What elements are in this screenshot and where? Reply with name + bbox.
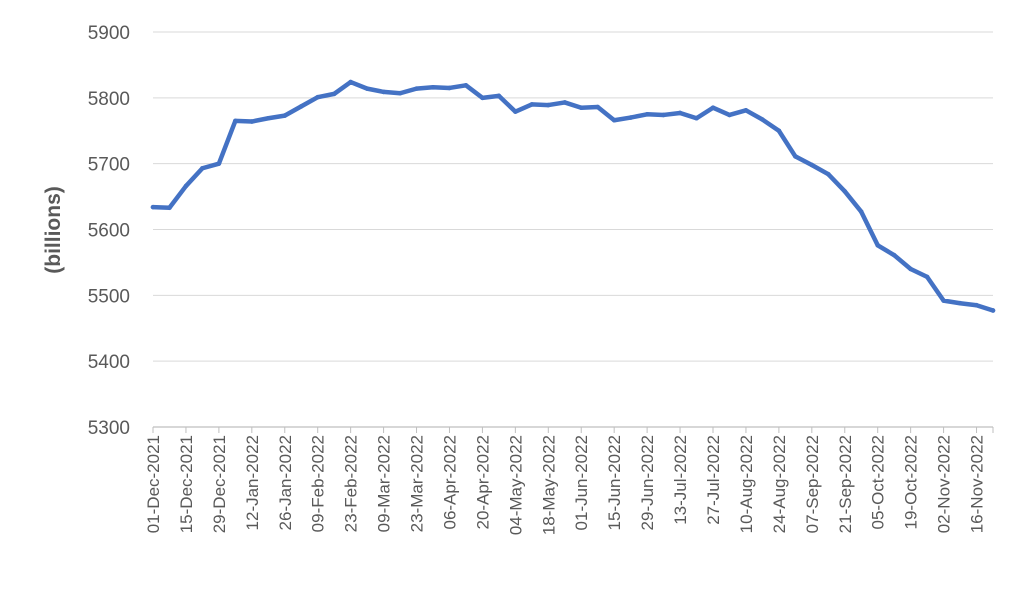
y-tick-label: 5700	[88, 155, 130, 176]
y-tick-label: 5900	[88, 23, 130, 44]
data-point	[743, 108, 749, 113]
y-tick-labels: 5300 5400 5500 5600 5700 5800 5900	[88, 23, 130, 439]
data-point	[595, 104, 601, 110]
x-tick-label: 29-Dec-2021	[210, 435, 229, 533]
data-point	[562, 100, 568, 105]
data-point	[298, 104, 304, 109]
data-point	[167, 205, 172, 211]
x-tick-label: 21-Sep-2022	[836, 435, 855, 533]
x-tick-label: 07-Sep-2022	[803, 435, 822, 533]
data-point	[809, 162, 815, 168]
data-point	[908, 266, 913, 272]
x-tick-label: 04-May-2022	[506, 435, 525, 535]
x-tick-label: 05-Oct-2022	[869, 435, 888, 530]
x-tick-label: 20-Apr-2022	[473, 435, 492, 530]
x-tick-label: 18-May-2022	[539, 435, 558, 535]
data-point	[545, 102, 551, 108]
x-tick-label: 12-Jan-2022	[243, 435, 262, 530]
data-point	[842, 189, 848, 194]
x-tick-label: 06-Apr-2022	[440, 435, 459, 530]
x-tick-labels: 01-Dec-2021 15-Dec-2021 29-Dec-2021 12-Jan-…	[144, 435, 987, 535]
data-point	[496, 93, 502, 99]
data-point	[990, 308, 996, 313]
data-point	[463, 83, 469, 88]
x-tick-label: 15-Dec-2021	[177, 435, 196, 533]
x-tick-label: 26-Jan-2022	[276, 435, 295, 530]
data-point	[447, 85, 452, 91]
y-tick-label: 5300	[88, 418, 130, 439]
data-point	[578, 105, 584, 111]
data-point	[891, 252, 897, 258]
data-point	[348, 79, 353, 85]
data-point	[760, 117, 765, 122]
series-layer	[150, 79, 996, 313]
data-point	[974, 302, 979, 308]
data-point	[957, 300, 963, 306]
data-point	[776, 128, 782, 134]
y-axis-title: (billions)	[42, 186, 65, 274]
y-tick-label: 5600	[88, 221, 130, 242]
x-tick-label: 29-Jun-2022	[638, 435, 657, 530]
data-point	[397, 90, 403, 96]
x-tick-label: 13-Jul-2022	[671, 435, 690, 525]
data-point	[150, 204, 156, 210]
data-point	[644, 111, 650, 117]
data-point	[282, 113, 288, 118]
x-tick-label: 01-Dec-2021	[144, 435, 163, 533]
x-tick-label: 01-Jun-2022	[572, 435, 591, 530]
data-point	[381, 89, 386, 95]
x-tick-label: 15-Jun-2022	[605, 435, 624, 530]
x-tick-label: 10-Aug-2022	[737, 435, 756, 533]
data-point	[216, 161, 222, 166]
series-line	[150, 79, 996, 313]
x-tick-label: 16-Nov-2022	[968, 435, 987, 533]
data-point	[611, 117, 617, 123]
y-tick-label: 5400	[88, 352, 130, 373]
x-tick-label: 09-Feb-2022	[309, 435, 328, 532]
data-point	[924, 274, 930, 280]
y-tick-label: 5800	[88, 89, 130, 110]
data-point	[331, 91, 337, 97]
data-point	[677, 110, 683, 116]
gridlines	[153, 31, 993, 362]
data-point	[233, 118, 238, 124]
x-tick-label: 23-Feb-2022	[342, 435, 361, 532]
x-tick-label: 19-Oct-2022	[902, 435, 921, 530]
data-point	[661, 112, 666, 118]
data-point	[727, 112, 732, 118]
x-tick-label: 02-Nov-2022	[935, 435, 954, 533]
data-point	[529, 102, 535, 107]
data-point	[941, 298, 946, 303]
data-point	[825, 171, 831, 177]
data-point	[249, 119, 255, 124]
data-point	[265, 115, 271, 121]
data-point	[315, 94, 321, 100]
x-tick-label: 24-Aug-2022	[770, 435, 789, 533]
y-tick-label: 5500	[88, 286, 130, 307]
x-tick-label: 27-Jul-2022	[704, 435, 723, 525]
data-point	[793, 154, 798, 159]
data-point	[694, 115, 699, 121]
data-point	[200, 165, 205, 171]
x-tick-label: 09-Mar-2022	[375, 435, 394, 532]
data-point	[858, 209, 864, 215]
data-point	[710, 105, 716, 111]
data-point	[628, 115, 633, 120]
x-tick-label: 23-Mar-2022	[408, 435, 427, 532]
data-point	[513, 109, 518, 114]
data-point	[414, 86, 419, 91]
data-point	[364, 86, 370, 91]
data-point	[183, 183, 189, 189]
data-point	[875, 243, 881, 248]
data-point	[430, 85, 436, 90]
data-point	[480, 95, 485, 101]
axes	[152, 426, 994, 433]
